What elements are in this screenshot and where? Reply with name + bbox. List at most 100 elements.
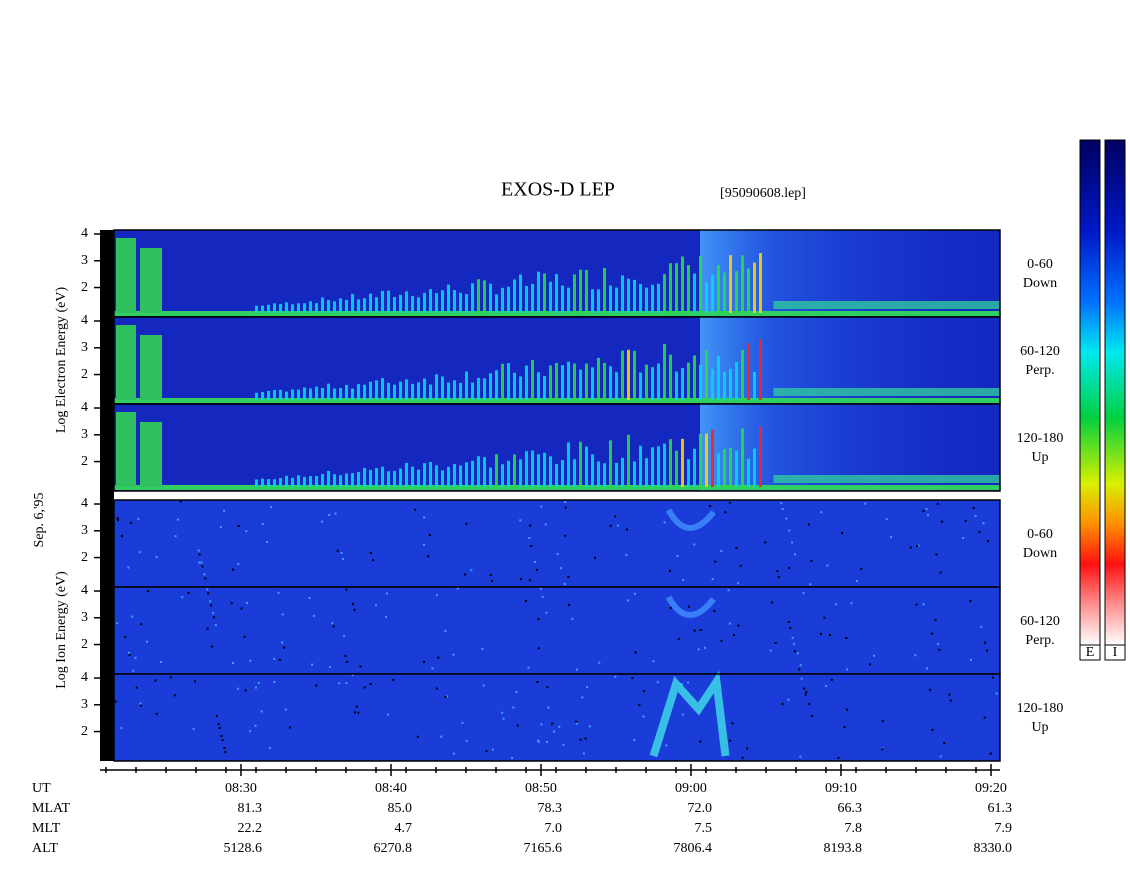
burst: [405, 462, 408, 487]
noise: [219, 526, 222, 529]
noise: [535, 568, 538, 571]
burst: [279, 478, 282, 487]
noise: [972, 506, 975, 509]
panel-frame: [113, 673, 1001, 762]
ion-arc: [649, 670, 730, 758]
low-energy-band: [114, 485, 1000, 490]
burst: [459, 383, 462, 400]
burst: [687, 265, 690, 313]
noise: [643, 690, 646, 693]
date-label: Sep. 6,'95: [32, 492, 47, 547]
burst: [297, 303, 300, 313]
burst: [333, 301, 336, 313]
burst: [285, 391, 288, 400]
spectrogram-panel: [114, 587, 1000, 674]
noise: [614, 515, 617, 518]
noise: [799, 664, 802, 667]
noise: [414, 508, 417, 511]
noise: [803, 687, 806, 690]
burst: [140, 248, 162, 313]
burst: [591, 367, 594, 400]
noise: [693, 629, 696, 632]
noise: [881, 748, 884, 751]
burst: [717, 453, 720, 487]
burst: [573, 363, 576, 400]
noise: [720, 639, 723, 642]
burst: [705, 433, 708, 487]
noise: [232, 662, 235, 665]
noise: [372, 559, 375, 562]
noise: [799, 755, 802, 758]
noise: [728, 739, 731, 742]
burst: [681, 367, 684, 400]
noise: [544, 523, 547, 526]
burst: [663, 274, 666, 313]
noise: [524, 600, 527, 603]
noise: [527, 666, 530, 669]
burst: [261, 478, 264, 487]
burst: [339, 298, 342, 313]
burst: [633, 461, 636, 487]
burst: [621, 275, 624, 313]
burst: [357, 471, 360, 487]
ephemeris-name: ALT: [32, 841, 58, 856]
noise: [440, 735, 443, 738]
noise: [546, 686, 549, 689]
noise: [811, 714, 814, 717]
noise: [828, 634, 831, 637]
burst: [555, 362, 558, 400]
noise: [834, 603, 837, 606]
burst: [567, 287, 570, 313]
burst: [681, 438, 684, 487]
burst: [405, 291, 408, 313]
noise: [315, 684, 318, 687]
panel-direction: Down: [1023, 546, 1057, 561]
burst: [477, 377, 480, 400]
noise: [669, 606, 672, 609]
noise: [699, 628, 702, 631]
y-tick-label: 4: [81, 496, 88, 511]
noise: [785, 517, 788, 520]
noise: [201, 565, 204, 568]
burst: [465, 371, 468, 400]
noise: [546, 740, 549, 743]
noise: [237, 687, 240, 690]
ephemeris-value: 81.3: [238, 801, 263, 816]
noise: [804, 693, 807, 696]
noise: [922, 509, 925, 512]
noise: [491, 579, 494, 582]
noise: [257, 682, 260, 685]
noise: [537, 740, 540, 743]
noise: [728, 501, 731, 504]
noise: [616, 524, 619, 527]
burst: [369, 470, 372, 487]
ephemeris-value: 5128.6: [224, 841, 263, 856]
noise: [519, 519, 522, 522]
noise: [846, 708, 849, 711]
burst: [705, 350, 708, 400]
burst: [411, 296, 414, 313]
noise: [245, 530, 248, 533]
noise: [530, 544, 533, 547]
colorbar-box: [1104, 644, 1126, 661]
y-tick-label: 3: [81, 427, 88, 442]
burst: [261, 305, 264, 313]
burst: [639, 445, 642, 487]
burst: [375, 297, 378, 313]
noise: [774, 641, 777, 644]
burst: [363, 467, 366, 487]
burst: [675, 263, 678, 313]
burst: [525, 451, 528, 487]
noise: [224, 750, 227, 753]
burst: [321, 474, 324, 487]
noise: [567, 576, 570, 579]
x-tick-label: 09:20: [975, 781, 1007, 796]
burst: [303, 387, 306, 400]
noise: [139, 704, 142, 707]
noise: [540, 505, 543, 508]
noise: [579, 738, 582, 741]
burst: [507, 460, 510, 487]
noise: [703, 646, 706, 649]
burst: [393, 384, 396, 400]
burst: [285, 302, 288, 313]
